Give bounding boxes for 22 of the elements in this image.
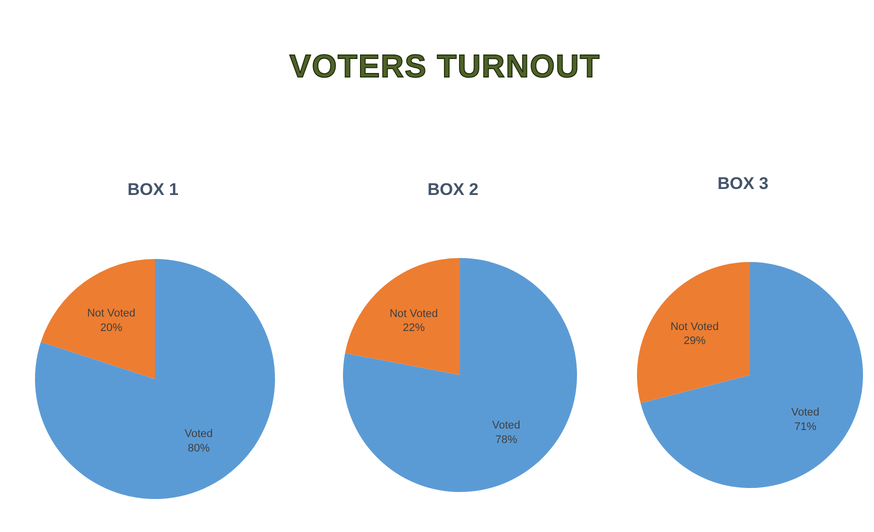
pie-slice (345, 258, 460, 375)
slice-label: Not Voted (390, 308, 438, 320)
slice-label: Voted (791, 406, 820, 419)
data-label: 80% (188, 442, 210, 454)
data-label: 78% (495, 434, 518, 446)
chart-title: BOX 2 (426, 180, 480, 200)
data-label: 29% (684, 335, 706, 348)
pie-slice (343, 258, 577, 492)
text: VOTERS TURNOUT (288, 48, 602, 85)
slice-label: Not Voted (670, 320, 719, 333)
pie-slice (640, 262, 863, 488)
data-label: 22% (402, 322, 425, 334)
slice-label: Voted (184, 428, 213, 440)
pie-slice (35, 259, 275, 499)
chart-title: BOX 3 (716, 174, 770, 194)
slice-label: Voted (492, 420, 520, 432)
pie-slice (637, 262, 750, 404)
data-label: 71% (794, 421, 817, 434)
slice-label: Not Voted (87, 308, 136, 320)
pie-slice (40, 259, 155, 379)
data-label: 20% (100, 322, 122, 334)
chart-title: BOX 1 (126, 180, 180, 200)
